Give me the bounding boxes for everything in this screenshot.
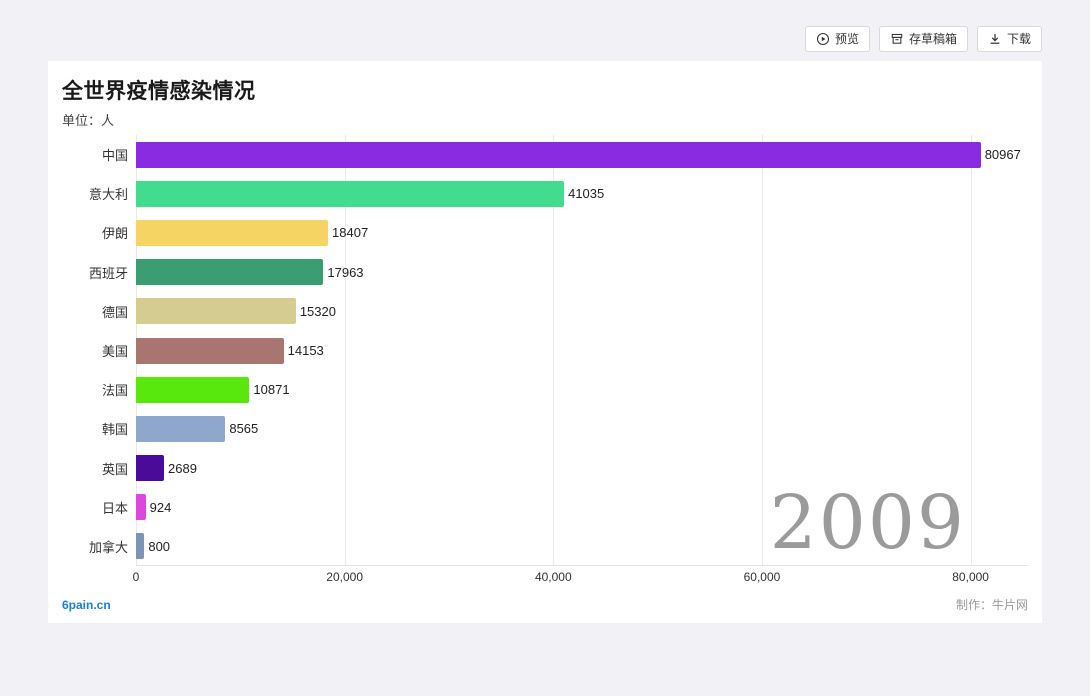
bar-row: 日本 924 — [62, 488, 1028, 527]
bar-value-label: 15320 — [299, 303, 336, 319]
bar — [136, 180, 565, 207]
save-draft-button[interactable]: 存草稿箱 — [878, 26, 968, 52]
bar-category-label: 意大利 — [88, 187, 128, 203]
download-icon — [988, 32, 1002, 46]
bar — [136, 337, 284, 364]
bar-track: 17963 — [136, 259, 1028, 286]
bar-value-label: 10871 — [253, 382, 290, 398]
bar-row: 西班牙 17963 — [62, 253, 1028, 292]
bar-track: 2689 — [136, 455, 1028, 482]
x-tick-label: 40,000 — [534, 570, 572, 584]
download-button[interactable]: 下载 — [976, 26, 1042, 52]
bar — [136, 141, 981, 168]
bar-category-label: 加拿大 — [88, 539, 128, 555]
bar-track: 18407 — [136, 219, 1028, 246]
bar-category-label: 英国 — [101, 461, 128, 477]
bar-track: 80967 — [136, 141, 1028, 168]
bar — [136, 259, 324, 286]
bar-category-label: 德国 — [101, 304, 128, 320]
draft-box-icon — [890, 32, 904, 46]
play-circle-icon — [816, 32, 830, 46]
bar-track: 14153 — [136, 337, 1028, 364]
x-tick-label: 0 — [132, 570, 140, 584]
bar-value-label: 41035 — [568, 186, 605, 202]
x-tick-label: 60,000 — [743, 570, 781, 584]
bar-row: 法国 10871 — [62, 370, 1028, 409]
bar — [136, 533, 145, 560]
bar-track: 41035 — [136, 180, 1028, 207]
toolbar: 预览 存草稿箱 下载 — [0, 0, 1090, 61]
bar-row: 德国 15320 — [62, 292, 1028, 331]
bar — [136, 455, 165, 482]
chart-card: 全世界疫情感染情况 单位：人 中国 80967 意大利 41035 伊朗 18407 西班牙… — [48, 61, 1042, 623]
page-title: 全世界疫情感染情况 — [62, 80, 256, 103]
bar-row: 中国 80967 — [62, 135, 1028, 174]
bar-row: 加拿大 800 — [62, 527, 1028, 566]
bar-value-label: 17963 — [327, 264, 364, 280]
bar-value-label: 2689 — [168, 460, 197, 476]
save-draft-label: 存草稿箱 — [908, 32, 957, 46]
download-label: 下载 — [1006, 32, 1031, 46]
bar-value-label: 80967 — [984, 147, 1021, 163]
bar-category-label: 西班牙 — [88, 265, 128, 281]
preview-label: 预览 — [834, 32, 859, 46]
bar-row: 韩国 8565 — [62, 409, 1028, 448]
bar-track: 924 — [136, 494, 1028, 521]
bar-row: 英国 2689 — [62, 449, 1028, 488]
bar-category-label: 美国 — [101, 344, 128, 360]
bar — [136, 298, 296, 325]
bar-track: 800 — [136, 533, 1028, 560]
x-tick-label: 20,000 — [326, 570, 363, 584]
bar — [136, 494, 146, 521]
card-footer: 6pain.cn 制作：牛片网 — [62, 596, 1028, 613]
chart-rows: 中国 80967 意大利 41035 伊朗 18407 西班牙 17963 德国 15320 美国 1… — [62, 135, 1028, 566]
bar-row: 伊朗 18407 — [62, 213, 1028, 252]
bar-value-label: 800 — [148, 538, 171, 554]
bar-chart: 中国 80967 意大利 41035 伊朗 18407 西班牙 17963 德国 15320 美国 1… — [62, 135, 1028, 586]
credit-label: 制作：牛片网 — [955, 598, 1028, 612]
bar-value-label: 8565 — [229, 421, 259, 437]
bar-category-label: 日本 — [101, 500, 128, 516]
bar-value-label: 924 — [149, 499, 172, 515]
bar — [136, 415, 226, 442]
bar-track: 15320 — [136, 298, 1028, 325]
bar — [136, 376, 250, 403]
x-axis: 0 20,000 40,000 60,000 80,000 — [132, 566, 1028, 586]
bar-category-label: 韩国 — [101, 422, 128, 438]
bar-track: 10871 — [136, 376, 1028, 403]
bar-value-label: 14153 — [287, 343, 324, 359]
bar-value-label: 18407 — [332, 225, 369, 241]
site-link[interactable]: 6pain.cn — [62, 597, 111, 612]
bar-track: 8565 — [136, 415, 1028, 442]
bar-row: 美国 14153 — [62, 331, 1028, 370]
unit-label: 单位：人 — [62, 113, 115, 128]
bar-category-label: 伊朗 — [101, 226, 128, 242]
bar-category-label: 法国 — [101, 383, 128, 399]
preview-button[interactable]: 预览 — [804, 26, 870, 52]
x-tick-label: 80,000 — [952, 570, 989, 584]
bar-row: 意大利 41035 — [62, 174, 1028, 213]
bar — [136, 219, 329, 246]
bar-category-label: 中国 — [101, 148, 128, 164]
